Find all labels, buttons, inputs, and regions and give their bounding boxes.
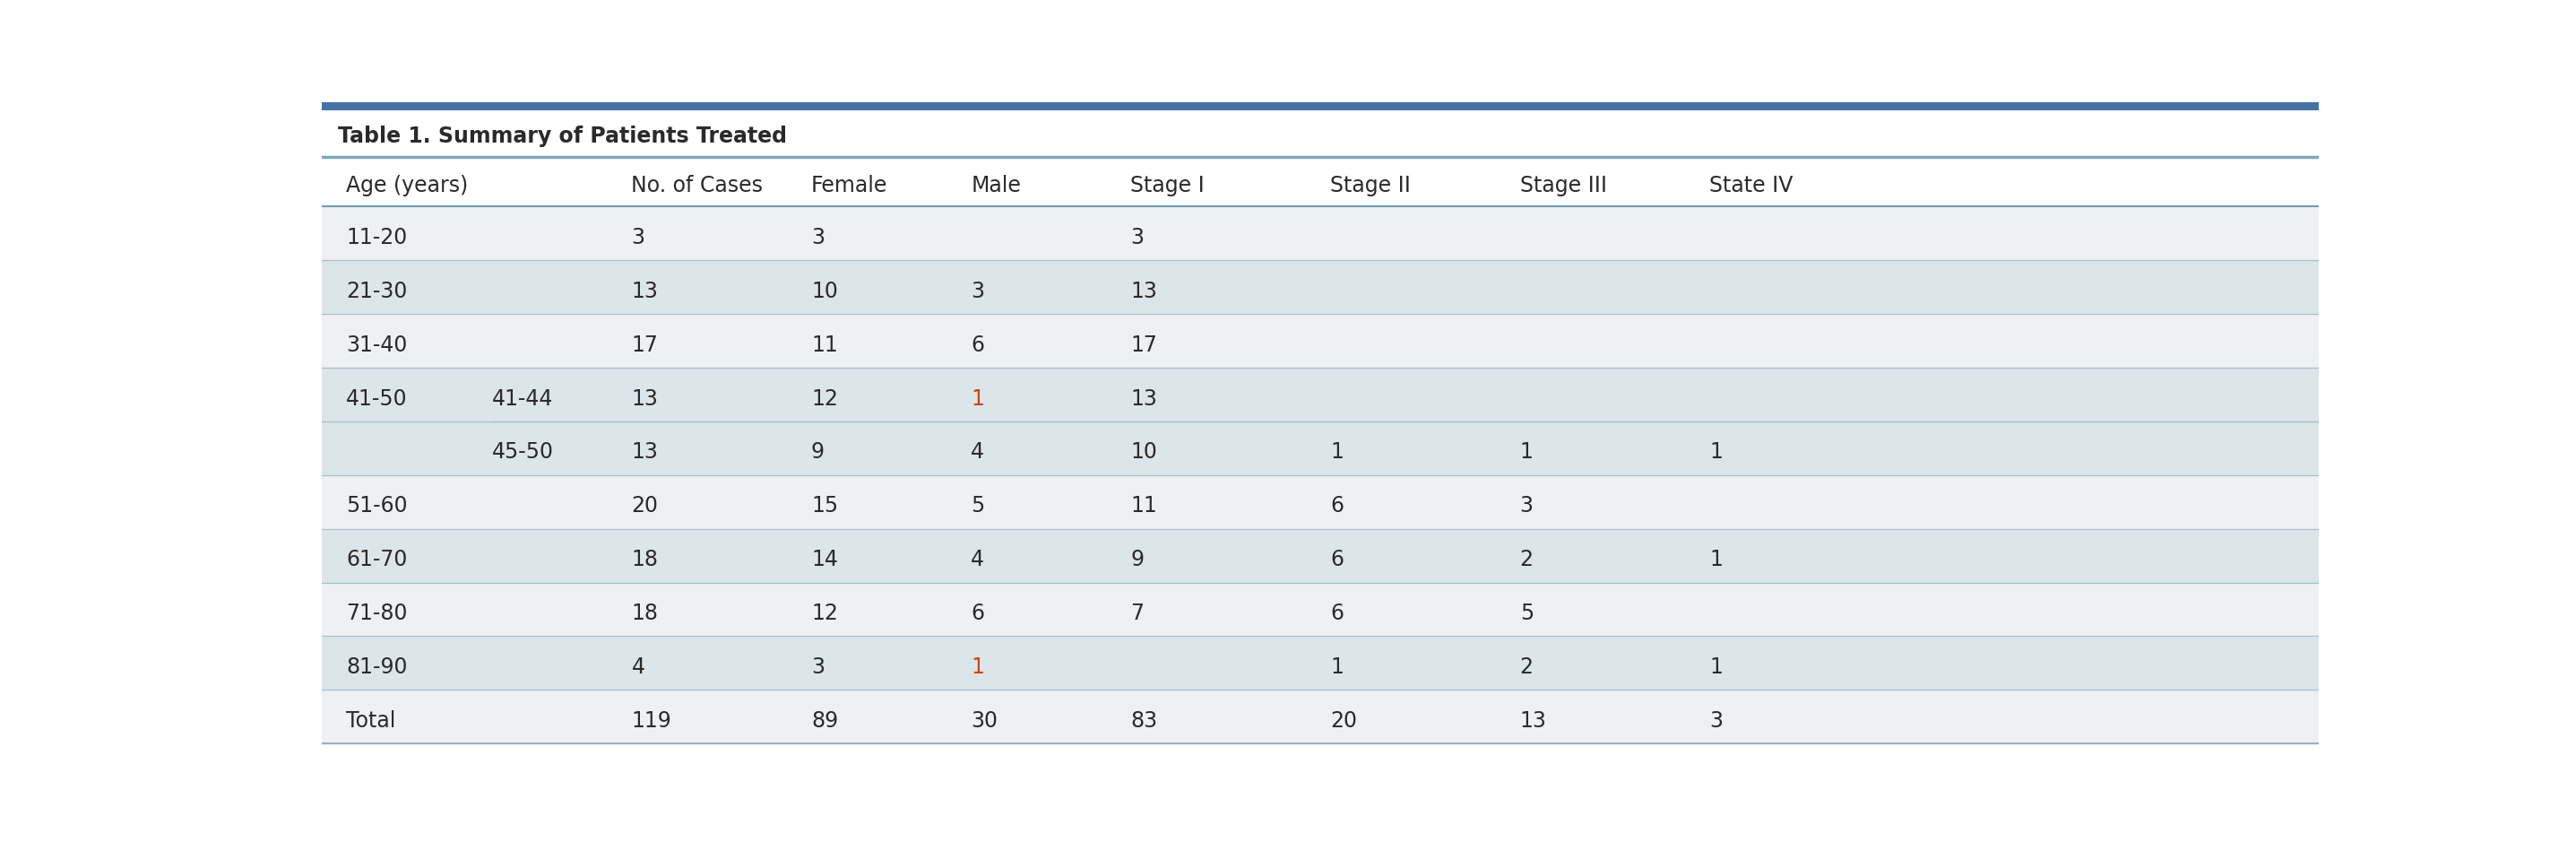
Bar — [322, 582, 2318, 637]
Text: Stage III: Stage III — [1520, 175, 1607, 197]
Text: 4: 4 — [971, 549, 984, 571]
Text: 9: 9 — [811, 442, 824, 463]
Text: 14: 14 — [811, 549, 837, 571]
Text: 6: 6 — [971, 603, 984, 625]
Text: 6: 6 — [1329, 603, 1345, 625]
Text: 3: 3 — [811, 226, 824, 248]
Text: 18: 18 — [631, 603, 659, 625]
Text: Female: Female — [811, 175, 889, 197]
Bar — [322, 368, 2318, 421]
Text: 10: 10 — [811, 281, 837, 302]
Text: 21-30: 21-30 — [345, 281, 407, 302]
Text: 17: 17 — [1131, 334, 1157, 356]
Text: 17: 17 — [631, 334, 659, 356]
Text: 1: 1 — [1520, 442, 1533, 463]
Bar — [322, 157, 2318, 206]
Text: 61-70: 61-70 — [345, 549, 407, 571]
Bar — [322, 110, 2318, 157]
Text: 12: 12 — [811, 603, 837, 625]
Text: 13: 13 — [1131, 281, 1157, 302]
Text: Age (years): Age (years) — [345, 175, 469, 197]
Bar — [322, 528, 2318, 582]
Text: 2: 2 — [1520, 549, 1533, 571]
Text: 4: 4 — [971, 442, 984, 463]
Text: 1: 1 — [1329, 657, 1345, 678]
Text: 83: 83 — [1131, 711, 1157, 732]
Text: 6: 6 — [1329, 549, 1345, 571]
Text: 13: 13 — [1131, 388, 1157, 409]
Bar — [322, 637, 2318, 690]
Text: 3: 3 — [1710, 711, 1723, 732]
Text: 41-44: 41-44 — [492, 388, 554, 409]
Text: 20: 20 — [1329, 711, 1358, 732]
Text: 1: 1 — [1710, 442, 1723, 463]
Text: 51-60: 51-60 — [345, 495, 407, 517]
Text: 18: 18 — [631, 549, 659, 571]
Bar — [322, 475, 2318, 528]
Text: 81-90: 81-90 — [345, 657, 407, 678]
Text: Male: Male — [971, 175, 1020, 197]
Text: 2: 2 — [1520, 657, 1533, 678]
Text: 5: 5 — [1520, 603, 1533, 625]
Text: 4: 4 — [631, 657, 644, 678]
Bar — [322, 206, 2318, 260]
Text: 41-50: 41-50 — [345, 388, 407, 409]
Bar — [322, 314, 2318, 368]
Text: 13: 13 — [631, 442, 659, 463]
Text: 15: 15 — [811, 495, 837, 517]
Text: 20: 20 — [631, 495, 659, 517]
Bar — [322, 102, 2318, 110]
Text: 1: 1 — [1329, 442, 1345, 463]
Text: 12: 12 — [811, 388, 837, 409]
Text: 13: 13 — [1520, 711, 1546, 732]
Text: 7: 7 — [1131, 603, 1144, 625]
Text: No. of Cases: No. of Cases — [631, 175, 762, 197]
Text: 71-80: 71-80 — [345, 603, 407, 625]
Text: 3: 3 — [1520, 495, 1533, 517]
Text: 30: 30 — [971, 711, 997, 732]
Text: 11: 11 — [811, 334, 837, 356]
Text: 13: 13 — [631, 388, 659, 409]
Text: 9: 9 — [1131, 549, 1144, 571]
Text: 10: 10 — [1131, 442, 1157, 463]
Text: 6: 6 — [1329, 495, 1345, 517]
Bar — [322, 260, 2318, 314]
Text: 13: 13 — [631, 281, 659, 302]
Text: 45-50: 45-50 — [492, 442, 554, 463]
Text: 5: 5 — [971, 495, 984, 517]
Text: 1: 1 — [1710, 657, 1723, 678]
Text: 3: 3 — [971, 281, 984, 302]
Text: 11-20: 11-20 — [345, 226, 407, 248]
Text: 3: 3 — [631, 226, 644, 248]
Bar — [322, 690, 2318, 744]
Text: Stage I: Stage I — [1131, 175, 1206, 197]
Text: 1: 1 — [971, 388, 984, 409]
Text: 119: 119 — [631, 711, 672, 732]
Text: Total: Total — [345, 711, 397, 732]
Text: 31-40: 31-40 — [345, 334, 407, 356]
Text: 3: 3 — [811, 657, 824, 678]
Text: 6: 6 — [971, 334, 984, 356]
Text: 3: 3 — [1131, 226, 1144, 248]
Text: 89: 89 — [811, 711, 837, 732]
Text: 1: 1 — [1710, 549, 1723, 571]
Bar — [322, 421, 2318, 475]
Text: 11: 11 — [1131, 495, 1157, 517]
Text: State IV: State IV — [1710, 175, 1793, 197]
Text: Stage II: Stage II — [1329, 175, 1412, 197]
Text: 1: 1 — [971, 657, 984, 678]
Text: Table 1. Summary of Patients Treated: Table 1. Summary of Patients Treated — [337, 125, 788, 146]
